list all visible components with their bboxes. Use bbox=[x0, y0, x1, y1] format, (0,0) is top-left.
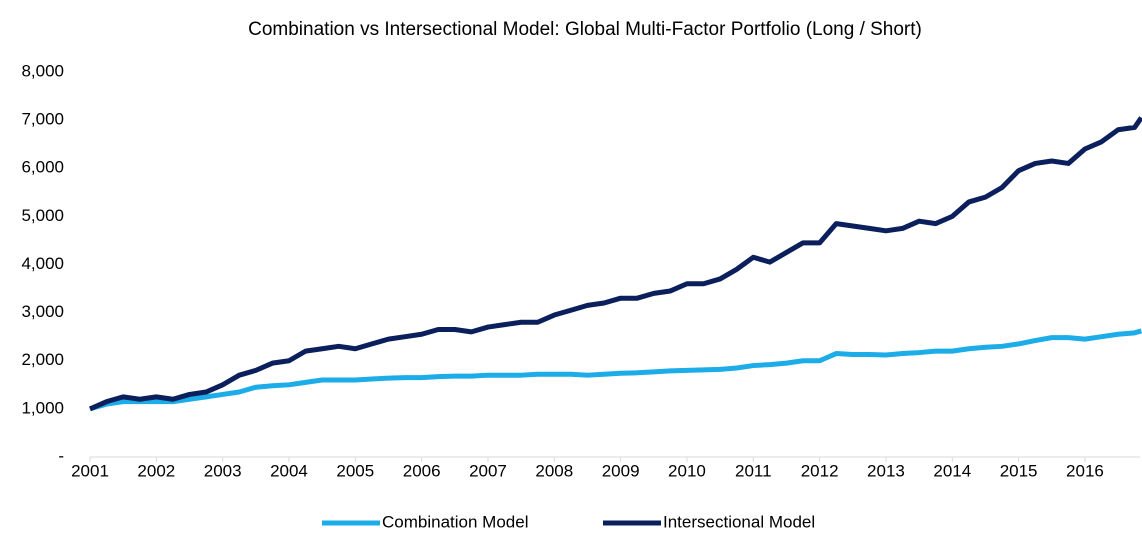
x-tick-label: 2016 bbox=[1066, 461, 1104, 480]
y-tick-label: 1,000 bbox=[21, 398, 64, 417]
x-tick-label: 2008 bbox=[535, 461, 573, 480]
series-line bbox=[89, 116, 1142, 412]
legend-label: Combination Model bbox=[382, 512, 528, 531]
x-tick-label: 2004 bbox=[270, 461, 308, 480]
y-tick-label: 4,000 bbox=[21, 254, 64, 273]
y-tick-label: 2,000 bbox=[21, 350, 64, 369]
series-line bbox=[89, 328, 1142, 412]
x-tick-label: 2015 bbox=[1000, 461, 1038, 480]
y-tick-label: 5,000 bbox=[21, 206, 64, 225]
x-tick-label: 2009 bbox=[602, 461, 640, 480]
x-tick-label: 2001 bbox=[71, 461, 109, 480]
x-tick-label: 2011 bbox=[735, 461, 772, 480]
y-tick-label: 8,000 bbox=[21, 61, 64, 80]
y-tick-label: 3,000 bbox=[21, 302, 64, 321]
x-tick-label: 2010 bbox=[668, 461, 706, 480]
x-tick-label: 2005 bbox=[336, 461, 374, 480]
chart-title: Combination vs Intersectional Model: Glo… bbox=[248, 19, 922, 40]
x-tick-label: 2007 bbox=[469, 461, 507, 480]
x-tick-label: 2002 bbox=[137, 461, 175, 480]
x-tick-label: 2013 bbox=[867, 461, 905, 480]
y-tick-label: 6,000 bbox=[21, 158, 64, 177]
y-tick-label: - bbox=[58, 446, 64, 465]
legend-label: Intersectional Model bbox=[663, 512, 815, 531]
x-tick-label: 2012 bbox=[801, 461, 839, 480]
x-tick-label: 2014 bbox=[933, 461, 971, 480]
x-tick-label: 2003 bbox=[204, 461, 242, 480]
x-tick-label: 2006 bbox=[403, 461, 441, 480]
y-tick-label: 7,000 bbox=[21, 110, 64, 129]
